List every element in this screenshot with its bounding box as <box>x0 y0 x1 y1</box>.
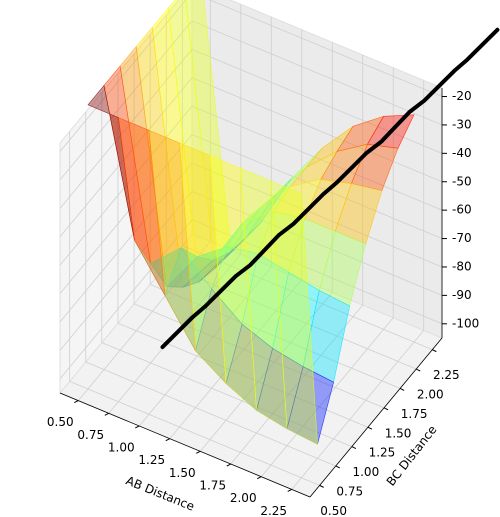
grid-line <box>230 304 364 465</box>
grid-line <box>191 162 443 268</box>
grid-line <box>133 303 385 409</box>
grid-line <box>59 105 193 266</box>
x-tick <box>104 412 110 416</box>
x-tick-label: 2.25 <box>260 504 287 517</box>
z-tick-label: -40 <box>452 146 472 160</box>
y-tick-label: 1.25 <box>369 446 396 460</box>
y-tick <box>319 484 324 488</box>
y-tick-label: 1.50 <box>385 426 412 440</box>
grid-line <box>191 191 443 296</box>
x-tick-label: 0.75 <box>77 428 104 442</box>
x-tick <box>74 400 79 404</box>
grid-line <box>59 219 193 380</box>
y-tick <box>432 349 437 353</box>
grid-line <box>59 134 193 294</box>
y-tick-label: 2.25 <box>433 368 460 382</box>
z-tick-label: -20 <box>452 89 472 103</box>
y-tick <box>383 407 389 411</box>
x-axis-line <box>59 392 311 498</box>
y-tick <box>399 387 405 391</box>
z-tick-label: -80 <box>452 259 472 273</box>
y-tick <box>351 446 357 450</box>
y-tick <box>416 368 421 372</box>
grid-line <box>166 264 417 370</box>
grid-line <box>169 279 303 439</box>
grid-line <box>291 330 425 490</box>
grid-line <box>59 20 193 181</box>
grid-line <box>182 245 433 351</box>
grid-line <box>101 342 353 447</box>
y-tick <box>367 426 373 430</box>
z-tick-label: -70 <box>452 231 472 245</box>
grid-line <box>191 48 443 154</box>
surface-patch <box>270 180 318 445</box>
grid-line <box>191 20 443 126</box>
z-tick-label: -50 <box>452 174 472 188</box>
y-tick-label: 1.00 <box>352 465 379 479</box>
z-tick-label: -60 <box>452 203 472 217</box>
grid-line <box>59 191 193 351</box>
grid-line <box>59 49 193 209</box>
z-tick-label: -90 <box>452 288 472 302</box>
y-tick-label: 0.75 <box>336 484 363 498</box>
x-tick <box>226 463 231 467</box>
x-tick-label: 1.25 <box>138 453 165 467</box>
grid-line <box>59 162 193 323</box>
x-tick <box>287 488 292 492</box>
z-tick-label: -30 <box>452 117 472 131</box>
grid-line <box>85 361 336 467</box>
x-tick <box>165 438 170 442</box>
grid-line <box>260 317 394 477</box>
y-axis-line <box>309 337 443 498</box>
x-tick-label: 1.50 <box>169 466 196 480</box>
x-tick-label: 0.50 <box>47 415 74 429</box>
grid-line <box>191 77 443 183</box>
y-tick <box>335 465 340 469</box>
x-tick-label: 2.00 <box>230 491 257 505</box>
grid-line <box>77 241 211 401</box>
y-tick-label: 0.50 <box>320 504 347 517</box>
grid-line <box>191 105 443 211</box>
x-tick <box>196 450 201 454</box>
x-tick-label: 1.75 <box>199 479 226 493</box>
grid-line <box>59 77 193 238</box>
x-tick-label: 1.00 <box>108 440 135 454</box>
grid-line <box>59 0 187 152</box>
x-tick <box>256 476 262 480</box>
z-tick-label: -100 <box>452 316 479 330</box>
y-tick-label: 1.75 <box>401 407 428 421</box>
y-tick-label: 2.00 <box>417 388 444 402</box>
x-tick <box>135 425 140 429</box>
grid-line <box>191 134 443 239</box>
trajectory <box>160 27 500 350</box>
grid-line <box>208 0 443 97</box>
grid-line <box>69 380 320 486</box>
